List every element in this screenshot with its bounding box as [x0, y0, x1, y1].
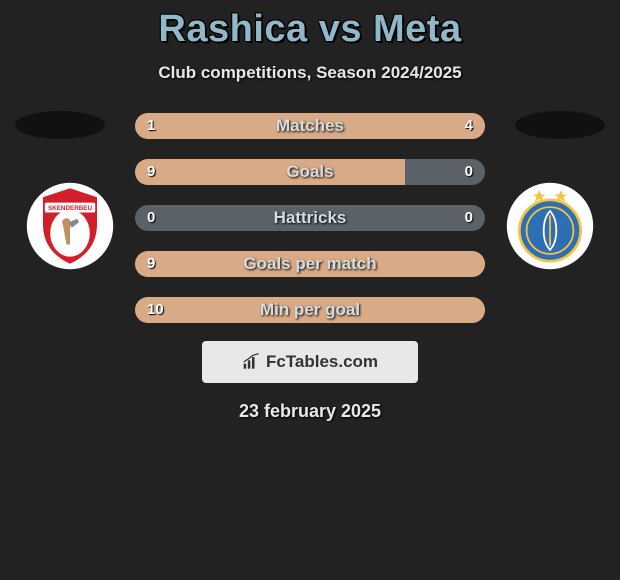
shadow-right: [515, 111, 605, 139]
shadow-left: [15, 111, 105, 139]
stat-label: Hattricks: [135, 203, 485, 233]
stat-label: Goals per match: [135, 249, 485, 279]
stat-label: Goals: [135, 157, 485, 187]
comparison-title: Rashica vs Meta: [0, 0, 620, 51]
stat-row: 90Goals: [135, 157, 485, 187]
stat-row: 10Min per goal: [135, 295, 485, 325]
stat-label: Matches: [135, 111, 485, 141]
stat-row: 9Goals per match: [135, 249, 485, 279]
stats-container: 14Matches 90Goals 00Hattricks 9Goals per ma…: [135, 111, 485, 325]
stat-label: Min per goal: [135, 295, 485, 325]
stat-row: 14Matches: [135, 111, 485, 141]
stat-row: 00Hattricks: [135, 203, 485, 233]
comparison-content: SKENDERBEU 14Matches 90Goals 00Hattricks 9G…: [0, 111, 620, 422]
watermark-badge: FcTables.com: [202, 341, 418, 383]
team-logo-right: [505, 181, 595, 271]
comparison-date: 23 february 2025: [0, 401, 620, 422]
chart-icon: [242, 353, 262, 371]
watermark-text: FcTables.com: [266, 352, 378, 372]
team-logo-left: SKENDERBEU: [25, 181, 115, 271]
comparison-subtitle: Club competitions, Season 2024/2025: [0, 63, 620, 83]
